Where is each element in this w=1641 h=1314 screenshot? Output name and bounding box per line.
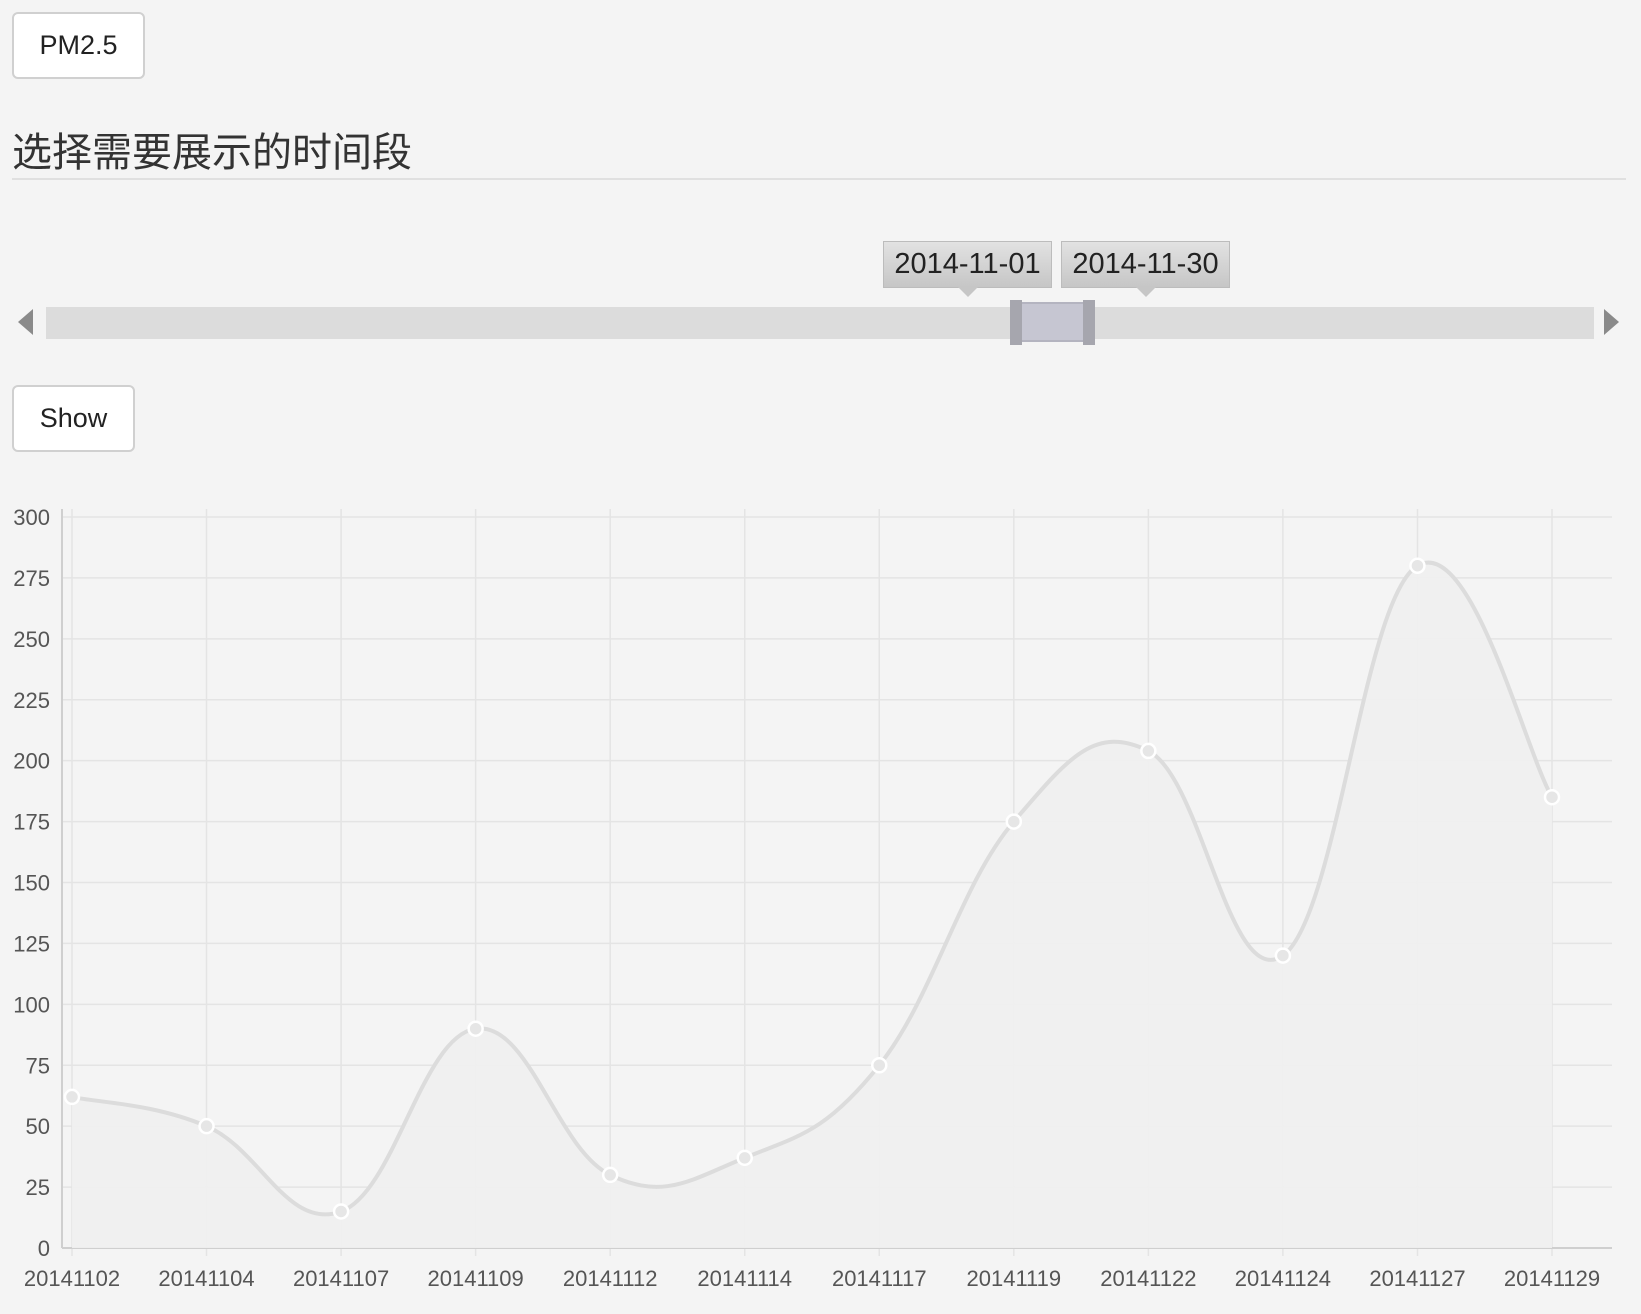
data-point: [1543, 788, 1561, 806]
y-tick-label: 125: [13, 931, 50, 956]
x-tick-label: 20141112: [563, 1266, 658, 1291]
data-point: [871, 1057, 888, 1074]
y-tick-label: 150: [13, 871, 50, 896]
slider-start-date-label: 2014-11-01: [883, 241, 1052, 297]
y-tick-label: 75: [26, 1053, 50, 1078]
data-point: [601, 1166, 619, 1184]
x-tick-label: 20141109: [428, 1266, 524, 1291]
x-tick-label: 20141107: [293, 1266, 389, 1291]
x-tick-label: 20141117: [832, 1266, 927, 1291]
data-point: [1140, 742, 1157, 760]
data-point: [63, 1088, 81, 1106]
y-tick-label: 100: [13, 992, 50, 1017]
data-point: [1409, 557, 1426, 574]
data-point: [1005, 813, 1023, 830]
y-tick-label: 225: [13, 688, 50, 713]
data-point: [736, 1149, 753, 1167]
section-divider: [12, 178, 1626, 180]
y-tick-label: 300: [13, 505, 50, 530]
y-tick-label: 200: [13, 749, 50, 774]
data-point: [332, 1203, 350, 1220]
pm25-line-chart: 0 25 50 75 100 125 150 175 200 225 250 275 300 201411…: [13, 505, 1612, 1291]
y-tick-label: 50: [26, 1114, 50, 1139]
y-tick-label: 25: [26, 1175, 50, 1200]
show-button[interactable]: Show: [12, 385, 135, 452]
slider-end-date-label: 2014-11-30: [1061, 241, 1230, 297]
date-range-slider-start-handle[interactable]: [1010, 300, 1022, 345]
y-tick-label: 250: [13, 627, 50, 652]
x-tick-label: 20141122: [1100, 1266, 1196, 1291]
date-range-slider-selection[interactable]: [1016, 302, 1094, 342]
y-tick-label: 0: [38, 1236, 50, 1261]
x-tick-label: 20141127: [1369, 1266, 1465, 1291]
date-range-slider-track[interactable]: [46, 307, 1594, 339]
slider-right-arrow-icon[interactable]: [1604, 309, 1619, 335]
x-tick-label: 20141102: [24, 1266, 120, 1291]
data-point: [1274, 947, 1292, 964]
x-tick-label: 20141129: [1504, 1266, 1600, 1291]
data-point: [467, 1020, 484, 1037]
series-area: [72, 562, 1552, 1248]
y-tick-label: 275: [13, 566, 50, 591]
y-tick-label: 175: [13, 810, 50, 835]
x-tick-label: 20141124: [1235, 1266, 1331, 1291]
data-point: [198, 1117, 215, 1135]
pollutant-select-button[interactable]: PM2.5: [12, 12, 145, 79]
x-tick-label: 20141114: [697, 1266, 792, 1291]
date-range-slider-end-handle[interactable]: [1083, 300, 1095, 345]
x-tick-label: 20141119: [967, 1266, 1062, 1291]
section-title: 选择需要展示的时间段: [12, 130, 412, 176]
slider-left-arrow-icon[interactable]: [18, 309, 33, 335]
x-tick-label: 20141104: [158, 1266, 254, 1291]
